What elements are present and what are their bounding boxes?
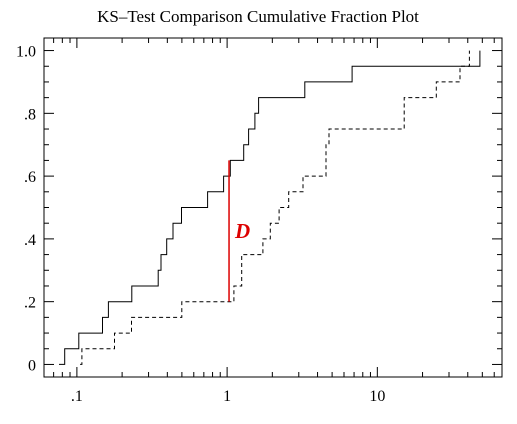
y-tick-label: .8: [24, 106, 36, 123]
y-tick-label: 1.0: [16, 44, 36, 61]
annotation-layer: D: [228, 160, 250, 302]
y-tick-label: .6: [24, 169, 36, 186]
x-tick-label: 10: [369, 388, 385, 405]
y-tick-label: 0: [28, 357, 36, 374]
axis-ticks: .1 1 10 0 .2 .4 .6 .8 1.0: [16, 38, 502, 405]
chart-title: KS–Test Comparison Cumulative Fraction P…: [97, 7, 419, 26]
y-tick-label: .4: [24, 232, 36, 249]
solid-cdf-line: [59, 50, 481, 365]
series-layer: [59, 50, 481, 365]
dashed-cdf-line: [80, 50, 470, 365]
x-tick-label: .1: [71, 388, 83, 405]
plot-frame: [43, 37, 503, 378]
d-statistic-label: D: [234, 219, 250, 243]
y-tick-label: .2: [24, 295, 36, 312]
x-tick-label: 1: [223, 388, 231, 405]
